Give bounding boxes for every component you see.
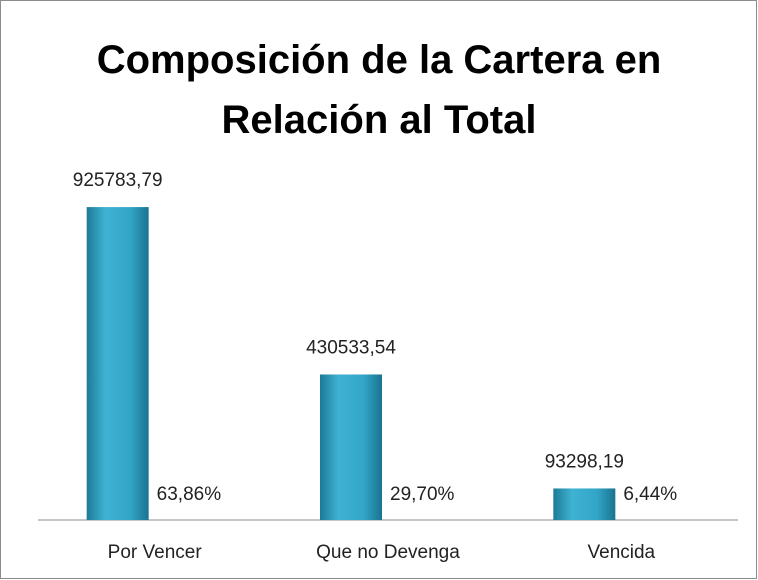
x-tick-label: Que no Devenga (316, 542, 460, 563)
value-label: 6,44% (623, 484, 677, 505)
x-tick-label: Vencida (588, 542, 656, 563)
value-label: 63,86% (157, 484, 222, 505)
x-tick-label: Por Vencer (108, 542, 203, 563)
value-label: 93298,19 (545, 451, 624, 472)
bar (86, 207, 149, 520)
value-label: 925783,79 (73, 170, 163, 191)
bar (320, 374, 382, 520)
bar (553, 488, 616, 520)
value-label: 29,70% (390, 484, 455, 505)
value-label: 430533,54 (306, 337, 396, 358)
chart-title: Composición de la Cartera en Relación al… (96, 38, 662, 142)
